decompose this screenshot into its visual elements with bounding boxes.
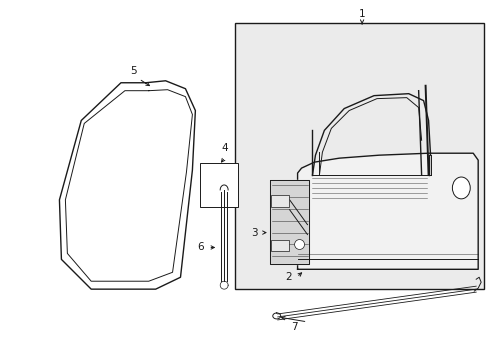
Text: 5: 5 xyxy=(130,66,137,76)
Text: 1: 1 xyxy=(358,9,365,19)
Ellipse shape xyxy=(451,177,469,199)
Bar xyxy=(200,163,238,207)
Bar xyxy=(270,195,288,207)
Bar xyxy=(235,23,483,289)
Polygon shape xyxy=(297,153,477,269)
Text: 4: 4 xyxy=(222,143,228,153)
Text: 7: 7 xyxy=(291,322,297,332)
Text: 3: 3 xyxy=(251,228,258,238)
Circle shape xyxy=(294,239,304,249)
Polygon shape xyxy=(269,180,309,264)
Text: 2: 2 xyxy=(285,272,291,282)
Bar xyxy=(270,239,288,251)
Text: 6: 6 xyxy=(197,243,203,252)
